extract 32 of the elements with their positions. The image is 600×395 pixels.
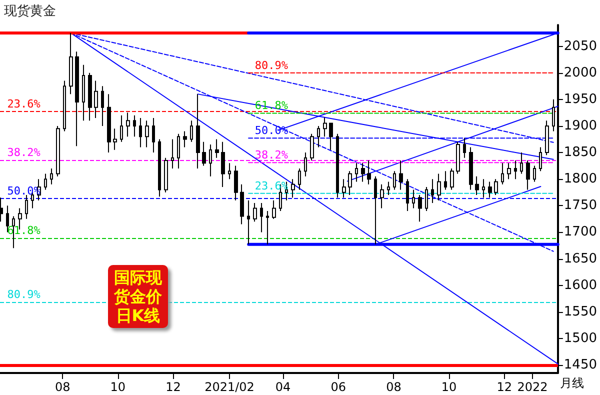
y-tick-label: 1900 <box>564 118 598 134</box>
y-tick-label: 1950 <box>564 92 598 107</box>
chart-title: 现货黄金 <box>4 3 56 20</box>
annotation: 23.6% <box>7 98 41 111</box>
x-tick-label: 04 <box>275 380 291 394</box>
annotation: 38.2% <box>254 148 288 162</box>
y-tick-label: 1700 <box>564 224 598 240</box>
x-tick-label: 08 <box>386 380 402 394</box>
x-tick-label: 10 <box>110 380 126 394</box>
annotation: 38.2% <box>7 146 41 159</box>
y-tick-label: 2050 <box>564 38 598 54</box>
x-tick-label: 08 <box>54 380 70 394</box>
y-tick-label: 2000 <box>564 65 598 80</box>
text: 月线 <box>560 375 584 392</box>
y-tick-label: 1650 <box>564 251 598 266</box>
y-tick-label: 1500 <box>564 330 598 346</box>
y-tick-label: 1800 <box>564 172 598 187</box>
x-tick-label: 2021/02 <box>204 380 254 394</box>
y-tick-label: 1450 <box>564 358 598 373</box>
annotation: 80.9% <box>7 288 41 301</box>
annotation: 50.0% <box>254 124 288 138</box>
y-tick-label: 1850 <box>564 145 598 160</box>
annotation: 国际现货金价日K线 <box>108 265 168 328</box>
x-tick-label: 12 <box>496 380 512 394</box>
x-tick-label: 12 <box>166 380 181 394</box>
y-tick-label: 1750 <box>564 198 598 214</box>
x-tick-label: 06 <box>330 380 346 394</box>
x-tick-label: 2022 <box>517 380 548 394</box>
y-tick-label: 1550 <box>564 304 598 320</box>
y-tick-label: 1600 <box>564 278 598 293</box>
x-tick-label: 10 <box>441 380 457 394</box>
annotation: 80.9% <box>254 58 288 72</box>
